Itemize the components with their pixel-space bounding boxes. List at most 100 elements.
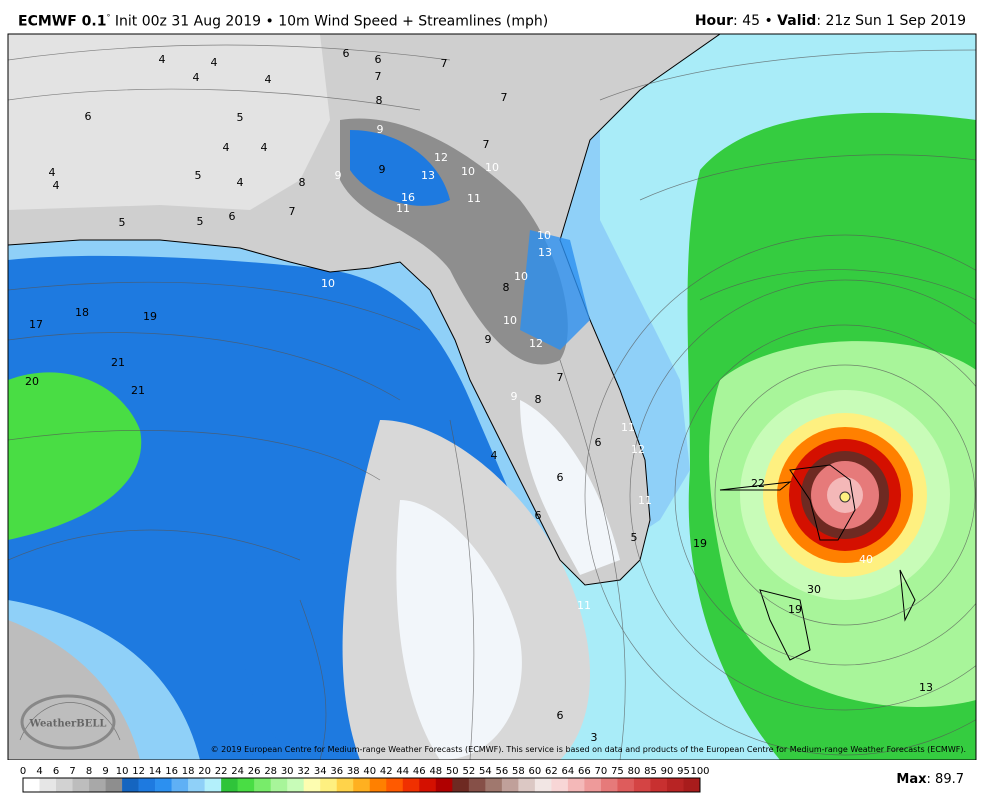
- map-label: 11: [396, 202, 410, 215]
- map-label: 10: [503, 314, 517, 327]
- colorbar-label: 40: [363, 766, 376, 777]
- streamlines: [8, 44, 976, 760]
- map-label: 11: [621, 421, 635, 434]
- map-label: 5: [237, 111, 244, 124]
- map-label: 4: [265, 73, 272, 86]
- colorbar-label: 90: [661, 766, 674, 777]
- colorbar-label: 38: [347, 766, 360, 777]
- colorbar-label: 24: [231, 766, 244, 777]
- map-label: 5: [119, 216, 126, 229]
- colorbar-label: 18: [182, 766, 195, 777]
- colorbar-label: 42: [380, 766, 393, 777]
- colorbar-label: 58: [512, 766, 525, 777]
- map-label: 3: [591, 731, 598, 744]
- colorbar-swatch: [617, 778, 635, 792]
- colorbar-label: 34: [314, 766, 327, 777]
- land-blue: [520, 230, 590, 350]
- colorbar-label: 14: [149, 766, 162, 777]
- copyright: © 2019 European Centre for Medium-range …: [211, 745, 966, 754]
- colorbar-swatch: [287, 778, 305, 792]
- colorbar-swatch: [72, 778, 90, 792]
- map-label: 6: [535, 509, 542, 522]
- map-label: 7: [441, 57, 448, 70]
- map-label: 4: [223, 141, 230, 154]
- map-label: 6: [557, 709, 564, 722]
- colorbar-label: 36: [330, 766, 343, 777]
- colorbar-label: 50: [446, 766, 459, 777]
- map-label: 12: [631, 443, 645, 456]
- map-layers: WeatherBELL: [8, 34, 976, 760]
- colorbar-swatch: [138, 778, 156, 792]
- map-label: 30: [807, 583, 821, 596]
- map-label: 4: [491, 449, 498, 462]
- map-label: 9: [379, 163, 386, 176]
- map-label: 13: [421, 169, 435, 182]
- map-label: 12: [529, 337, 543, 350]
- colorbar-swatch: [386, 778, 404, 792]
- map-label: 10: [537, 229, 551, 242]
- colorbar-swatch: [452, 778, 470, 792]
- colorbar-swatch: [105, 778, 123, 792]
- map-label: 6: [375, 53, 382, 66]
- map-label: 4: [159, 53, 166, 66]
- colorbar-label: 0: [20, 766, 26, 777]
- map-label: 9: [485, 333, 492, 346]
- colorbar-swatch: [402, 778, 420, 792]
- colorbar-swatch: [155, 778, 172, 792]
- colorbar-swatch: [320, 778, 338, 792]
- map-label: 7: [375, 70, 382, 83]
- colorbar-label: 32: [297, 766, 310, 777]
- map-label: 10: [321, 277, 335, 290]
- description: Init 00z 31 Aug 2019 • 10m Wind Speed + …: [114, 13, 549, 30]
- colorbar-label: 16: [165, 766, 178, 777]
- map-label: 19: [693, 537, 707, 550]
- land-light: [8, 34, 330, 210]
- colorbar-label: 30: [281, 766, 294, 777]
- colorbar-frame: [22, 777, 701, 793]
- map-label: 16: [401, 191, 415, 204]
- islands: [719, 464, 916, 661]
- colorbar-swatch: [650, 778, 668, 792]
- logo-swirl: [20, 694, 116, 750]
- colorbar-label: 85: [644, 766, 657, 777]
- colorbar-swatch: [435, 778, 453, 792]
- map-label: 6: [595, 436, 602, 449]
- map-label: 4: [53, 179, 60, 192]
- model: ECMWF 0.1: [18, 13, 107, 30]
- map-label: 4: [261, 141, 268, 154]
- map-label: 13: [538, 246, 552, 259]
- colorbar-label: 52: [462, 766, 475, 777]
- map-label: 4: [49, 166, 56, 179]
- colorbar-swatch: [683, 778, 701, 792]
- map-label: 5: [197, 215, 204, 228]
- map-frame: [7, 33, 977, 760]
- hour-label: Hour: [694, 13, 734, 29]
- colorbar-label: 4: [36, 766, 42, 777]
- colorbar-swatch: [584, 778, 602, 792]
- colorbar-swatch: [122, 778, 139, 792]
- map-label: 18: [75, 306, 89, 319]
- colorbar-swatch: [485, 778, 503, 792]
- colorbar-swatch: [633, 778, 651, 792]
- map-label: 7: [483, 138, 490, 151]
- colorbar-swatch: [567, 778, 585, 792]
- gulf-gray: [8, 620, 140, 760]
- header: ECMWF 0.1° Init 00z 31 Aug 2019 • 10m Wi…: [0, 0, 984, 34]
- colorbar-swatch: [369, 778, 387, 792]
- colorbar-label: 6: [53, 766, 59, 777]
- colorbar-label: 48: [429, 766, 442, 777]
- map-label: 9: [511, 390, 518, 403]
- map-label: 10: [461, 165, 475, 178]
- map-label: 7: [557, 371, 564, 384]
- map-label: 9: [335, 169, 342, 182]
- colorbar-swatch: [468, 778, 486, 792]
- hurricane-eye: [839, 491, 851, 503]
- map-label: 11: [467, 192, 481, 205]
- max: Max: 89.7: [896, 772, 964, 787]
- colorbar-label: 12: [132, 766, 145, 777]
- colorbar-swatch: [303, 778, 321, 792]
- colorbar-label: 70: [595, 766, 608, 777]
- colorbar-label: 75: [611, 766, 624, 777]
- gulf-green: [8, 372, 142, 540]
- map-label: 19: [788, 603, 802, 616]
